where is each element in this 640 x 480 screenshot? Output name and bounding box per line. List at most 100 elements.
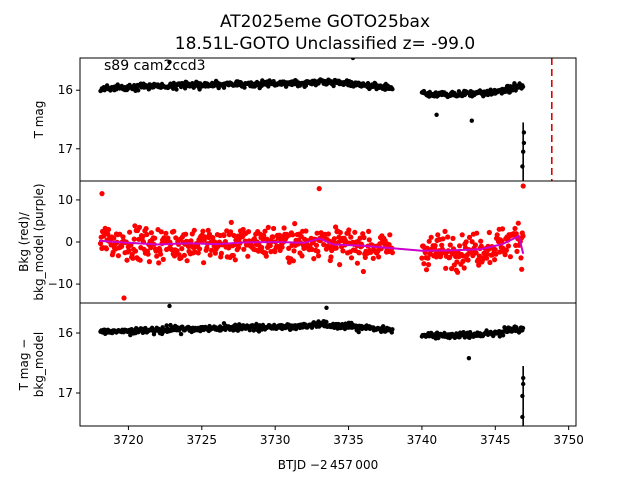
data-point — [204, 245, 210, 251]
data-point — [130, 255, 136, 261]
data-point — [443, 265, 449, 271]
data-point — [520, 233, 526, 239]
data-point — [179, 246, 185, 252]
y-label-line: Bkg (red)/ — [17, 211, 31, 272]
data-point — [390, 87, 395, 92]
data-point — [505, 243, 511, 249]
data-point — [348, 255, 355, 261]
data-point — [337, 229, 343, 236]
data-point — [259, 244, 265, 251]
data-point — [459, 232, 465, 238]
x-axis-label: BTJD −2 457 000 — [278, 458, 378, 472]
data-point — [426, 238, 432, 244]
data-point — [160, 256, 166, 262]
data-point — [200, 228, 206, 234]
data-point — [290, 258, 296, 264]
data-point — [158, 229, 164, 235]
data-point — [178, 331, 184, 337]
data-point — [101, 233, 107, 239]
data-point — [475, 257, 481, 263]
data-point — [279, 244, 285, 250]
outlier-point — [469, 118, 474, 123]
y-tick-label: 17 — [58, 142, 73, 156]
outlier-point — [324, 305, 329, 310]
data-point — [463, 239, 469, 245]
data-point — [120, 234, 126, 240]
data-point — [514, 248, 520, 254]
data-point — [314, 230, 320, 236]
data-point — [303, 83, 309, 88]
data-point — [119, 243, 125, 249]
y-label-line: T mag — [32, 101, 46, 140]
data-point — [228, 229, 234, 235]
data-point — [146, 259, 152, 265]
y-label-line: T mag − — [17, 339, 31, 392]
data-point — [390, 327, 395, 332]
data-point — [484, 251, 490, 257]
data-point — [520, 325, 526, 331]
data-point — [450, 235, 456, 241]
data-point — [474, 230, 480, 236]
data-point — [447, 242, 453, 248]
data-point — [163, 230, 169, 236]
data-point — [171, 228, 177, 234]
data-point — [435, 232, 441, 238]
x-tick-label: 3725 — [187, 433, 218, 447]
tmag-axes-frame — [79, 57, 577, 182]
data-point — [218, 250, 224, 256]
data-point — [191, 227, 197, 233]
data-point — [154, 253, 160, 259]
data-point — [183, 231, 189, 237]
y-tick-label: 17 — [58, 386, 73, 400]
data-point — [291, 248, 297, 254]
data-point — [156, 260, 162, 266]
outlier-point — [350, 58, 356, 61]
data-point — [158, 251, 164, 257]
data-point — [518, 255, 524, 261]
data-point — [476, 262, 482, 268]
data-point — [381, 324, 386, 329]
data-point — [478, 243, 484, 249]
x-tick-label: 3735 — [333, 433, 364, 447]
data-point — [478, 238, 484, 244]
data-point — [262, 228, 268, 234]
x-tick-label: 3720 — [113, 433, 144, 447]
data-point — [265, 224, 271, 230]
data-point — [247, 328, 252, 333]
data-point — [454, 259, 460, 265]
data-point — [337, 262, 343, 268]
data-point — [152, 235, 158, 241]
data-point — [460, 253, 467, 259]
data-point — [267, 243, 273, 249]
tmag-bkg-axes-frame — [79, 302, 577, 427]
data-point — [324, 319, 329, 325]
data-point — [356, 329, 361, 335]
data-point — [245, 229, 252, 235]
data-point — [226, 245, 232, 251]
tmag-bkg-points — [98, 303, 526, 426]
data-point — [421, 261, 427, 267]
data-point — [126, 248, 132, 254]
data-point — [486, 229, 492, 236]
y-label-line: bkg_model — [32, 332, 46, 398]
data-point — [228, 219, 234, 225]
data-point — [309, 246, 315, 252]
data-point — [181, 252, 187, 258]
data-point — [140, 233, 146, 239]
x-tick-label: 3730 — [260, 433, 291, 447]
bkg-model-line — [99, 234, 525, 255]
data-point — [362, 254, 368, 260]
data-point — [263, 253, 269, 259]
data-point — [461, 265, 467, 271]
data-point — [165, 235, 171, 241]
data-point — [493, 251, 499, 257]
y-tick-label: −10 — [48, 277, 73, 291]
data-point — [286, 245, 292, 251]
data-point — [174, 87, 179, 92]
data-point — [303, 228, 309, 234]
data-point — [425, 255, 431, 261]
data-point — [331, 83, 336, 89]
data-point — [333, 224, 339, 230]
data-point — [315, 248, 321, 254]
